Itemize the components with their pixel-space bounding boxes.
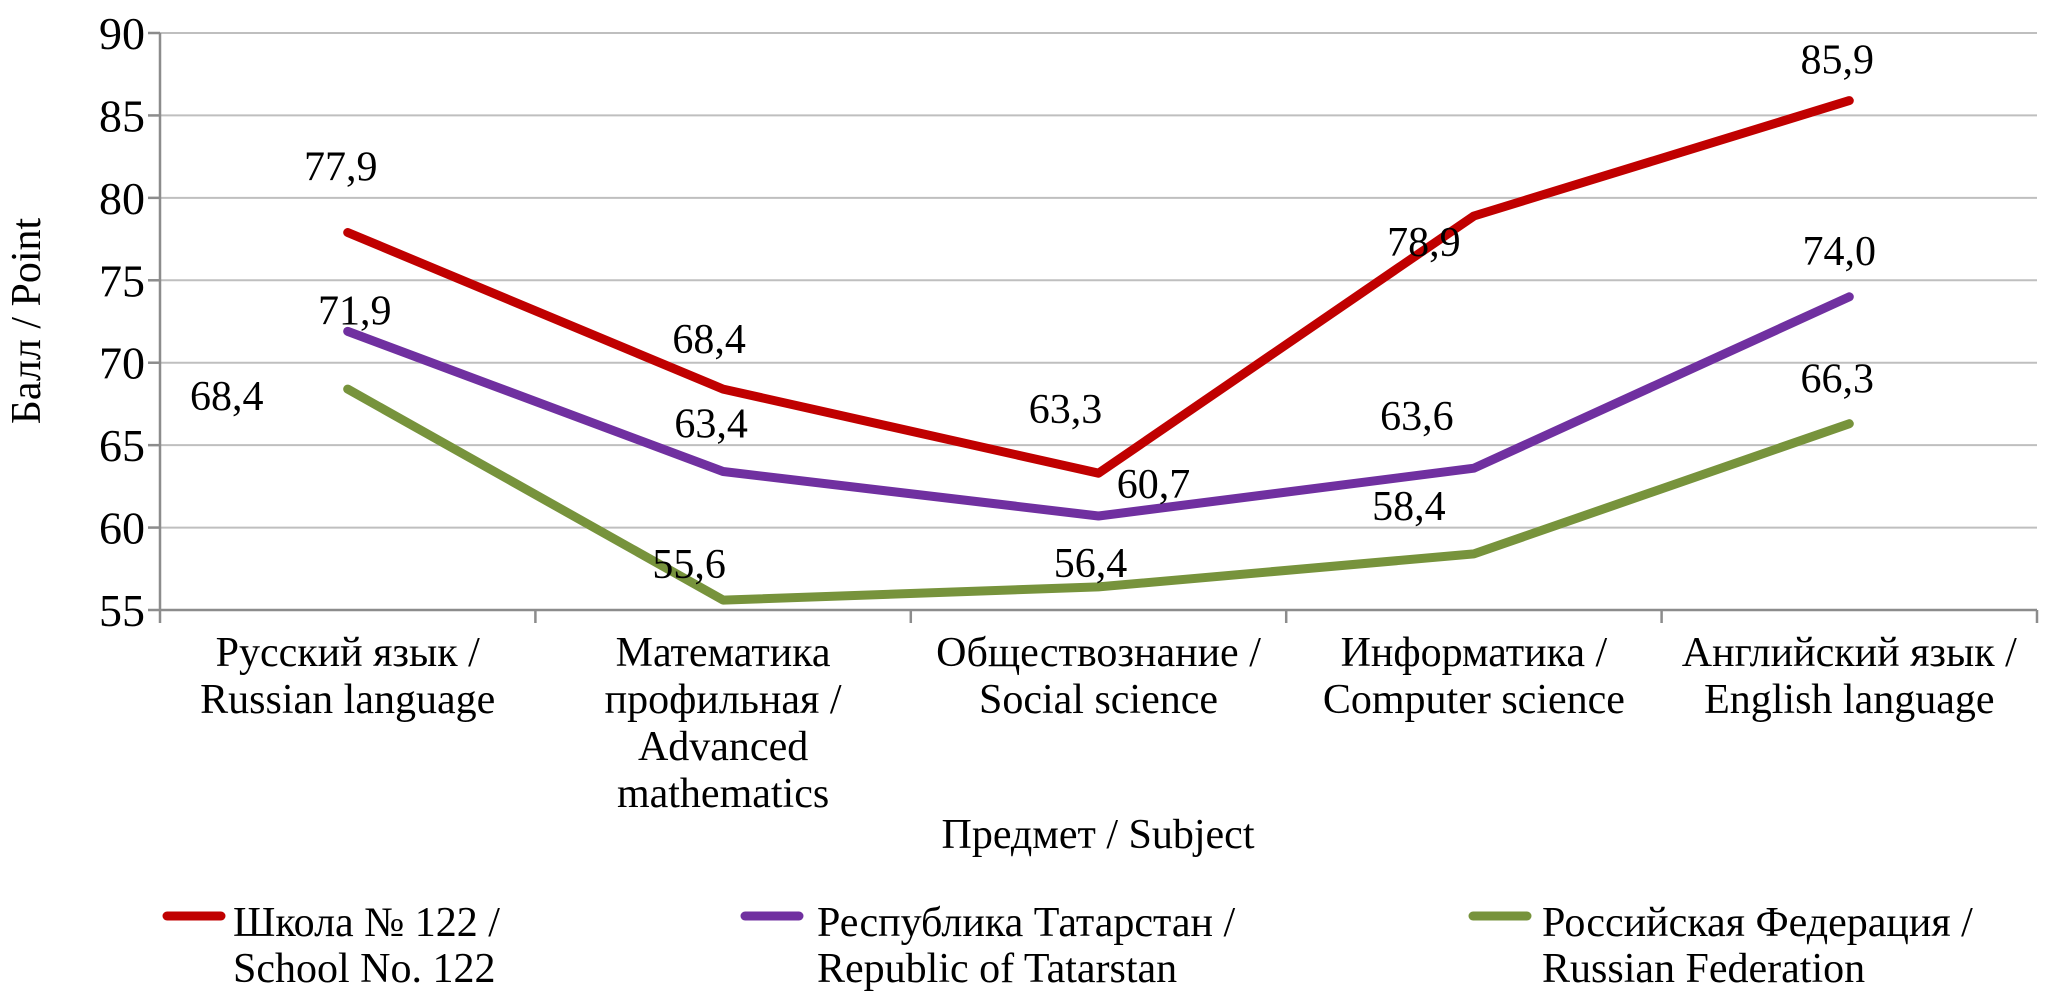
data-label-russian-federation-computer-science: 58,4 <box>1372 484 1446 530</box>
data-label-school-122-russian-language: 77,9 <box>304 144 378 190</box>
series-line-school-122 <box>343 96 1854 478</box>
y-tick-label: 80 <box>99 173 145 224</box>
legend-label-republic-of-tatarstan: Республика Татарстан / Republic of Tatars… <box>817 900 1236 992</box>
y-tick-label: 85 <box>99 90 145 141</box>
legend-label-line: School No. 122 <box>233 946 496 992</box>
x-axis-title: Предмет / Subject <box>941 812 1254 858</box>
y-tick-label: 65 <box>99 420 145 471</box>
legend-label-line: Школа № 122 / <box>233 900 500 946</box>
category-label-line: Английский язык / <box>1682 630 2017 676</box>
data-labels-group: 77,9 68,4 63,3 78,9 85,9 71,9 63,4 60,7 63,6 74,0… <box>190 38 1876 589</box>
legend: Школа № 122 /School No. 122 Республика Та… <box>162 900 1973 992</box>
series-lines-group <box>343 96 1854 605</box>
data-label-school-122-computer-science: 78,9 <box>1387 220 1461 266</box>
category-label-social-science: Обществознание / Social science <box>936 630 1261 723</box>
category-label-computer-science: Информатика / Computer science <box>1323 630 1625 723</box>
category-label-line: Social science <box>979 677 1218 723</box>
category-label-line: Обществознание / <box>936 630 1261 676</box>
data-label-republic-of-tatarstan-advanced-mathematics: 63,4 <box>674 402 748 448</box>
category-label-line: Russian language <box>200 677 495 723</box>
category-label-english-language: Английский язык / English language <box>1682 630 2017 723</box>
data-label-republic-of-tatarstan-computer-science: 63,6 <box>1380 394 1454 440</box>
category-label-line: mathematics <box>617 771 829 817</box>
y-axis-title: Балл / Point <box>4 217 50 424</box>
data-label-russian-federation-russian-language: 68,4 <box>190 374 264 420</box>
category-label-line: Математика <box>616 630 831 676</box>
data-label-republic-of-tatarstan-russian-language: 71,9 <box>318 288 392 334</box>
legend-label-russian-federation: Российская Федерация / Russian Federation <box>1542 900 1973 992</box>
category-label-advanced-mathematics: Математика профильная / Advanced mathematic… <box>605 630 842 817</box>
y-tick-label: 75 <box>99 255 145 306</box>
category-label-line: English language <box>1704 677 1994 723</box>
y-tick-label: 90 <box>99 8 145 59</box>
data-label-russian-federation-advanced-mathematics: 55,6 <box>652 542 726 588</box>
data-label-republic-of-tatarstan-english-language: 74,0 <box>1803 229 1877 275</box>
category-label-russian-language: Русский язык / Russian language <box>200 630 495 723</box>
category-labels-group: Русский язык / Russian language Математика… <box>200 630 2017 817</box>
series-line-russian-federation <box>343 384 1854 605</box>
legend-label-line: Республика Татарстан / <box>817 900 1236 946</box>
category-label-line: Русский язык / <box>216 630 481 676</box>
data-label-school-122-social-science: 63,3 <box>1029 387 1103 433</box>
legend-item-school-122: Школа № 122 /School No. 122 <box>162 900 500 992</box>
category-label-line: Advanced <box>638 724 808 770</box>
axes-group <box>148 31 2039 623</box>
category-label-line: Computer science <box>1323 677 1625 723</box>
data-label-school-122-advanced-mathematics: 68,4 <box>672 317 746 363</box>
legend-label-school-122: Школа № 122 /School No. 122 <box>233 900 500 992</box>
y-tick-label: 55 <box>99 585 145 636</box>
legend-label-line: Republic of Tatarstan <box>817 946 1177 992</box>
y-tick-label: 60 <box>99 503 145 554</box>
legend-item-russian-federation: Российская Федерация / Russian Federation <box>1468 900 1973 992</box>
data-label-russian-federation-english-language: 66,3 <box>1801 357 1875 403</box>
y-tick-label: 70 <box>99 338 145 389</box>
category-label-line: профильная / <box>605 677 842 723</box>
y-tick-labels-group: 55 60 65 70 75 80 85 90 <box>99 8 145 636</box>
series-line-republic-of-tatarstan <box>343 292 1854 521</box>
legend-item-republic-of-tatarstan: Республика Татарстан / Republic of Tatars… <box>740 900 1236 992</box>
category-label-line: Информатика / <box>1341 630 1608 676</box>
data-label-republic-of-tatarstan-social-science: 60,7 <box>1117 462 1191 508</box>
legend-label-line: Russian Federation <box>1542 946 1865 992</box>
data-label-school-122-english-language: 85,9 <box>1801 38 1875 84</box>
data-label-russian-federation-social-science: 56,4 <box>1054 541 1128 587</box>
legend-label-line: Российская Федерация / <box>1542 900 1973 946</box>
